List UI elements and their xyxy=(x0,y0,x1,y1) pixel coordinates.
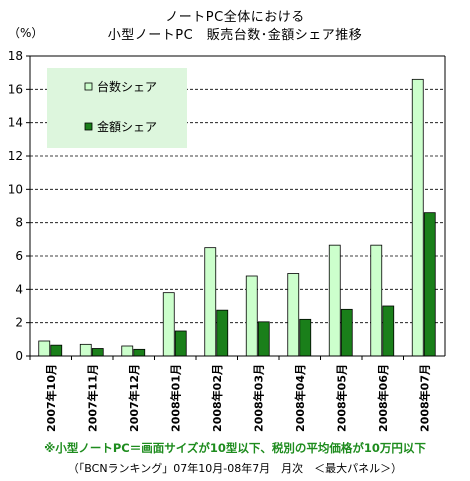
y-tick-label: 6 xyxy=(15,249,23,263)
bar-unit-share xyxy=(245,275,258,357)
legend-box xyxy=(47,68,187,148)
bar-amount-share xyxy=(216,309,229,357)
bar-amount-share xyxy=(257,321,270,357)
bar-unit-share xyxy=(38,340,51,357)
y-tick-label: 14 xyxy=(8,116,23,130)
y-tick-label: 8 xyxy=(15,216,23,230)
y-axis-label: （%） xyxy=(8,26,44,40)
x-tick-label: 2008年03月 xyxy=(251,364,265,432)
x-tick-label: 2008年04月 xyxy=(293,364,307,432)
bar-amount-share xyxy=(91,348,104,357)
bar-amount-share xyxy=(340,308,353,357)
y-tick-label: 0 xyxy=(15,349,23,363)
y-tick-label: 12 xyxy=(8,149,23,163)
legend-label: 金額シェア xyxy=(97,119,157,134)
bar-amount-share xyxy=(50,344,63,357)
x-tick-label: 2008年06月 xyxy=(376,364,390,432)
x-tick-label: 2007年10月 xyxy=(44,364,58,432)
y-tick-label: 18 xyxy=(8,49,23,63)
bar-amount-share xyxy=(174,330,187,357)
y-tick-label: 10 xyxy=(8,182,23,196)
y-tick-label: 2 xyxy=(15,316,23,330)
bar-amount-share xyxy=(423,212,436,357)
bar-unit-share xyxy=(287,273,300,357)
source-note: （「BCNランキング」07年10月-08年7月 月次 ＜最大パネル＞） xyxy=(67,462,403,475)
x-tick-label: 2007年12月 xyxy=(127,364,141,432)
x-tick-label: 2008年01月 xyxy=(168,364,182,432)
chart-subtitle: 小型ノートPC 販売台数･金額シェア推移 xyxy=(107,28,363,43)
chart-canvas: 0 2 4 6 8 10 12 14 16 18 2007年10月 2007年11月 2007年12月 2… xyxy=(8,49,446,432)
legend-label: 台数シェア xyxy=(97,79,157,94)
x-tick-label: 2008年07月 xyxy=(417,364,431,432)
bar-amount-share xyxy=(382,305,395,357)
bar-amount-share xyxy=(299,318,312,357)
y-tick-label: 16 xyxy=(8,82,23,96)
bar-amount-share xyxy=(133,348,146,357)
definition-note: ※小型ノートPC＝画面サイズが10型以下、税別の平均価格が10万円以下 xyxy=(44,441,426,455)
legend-swatch xyxy=(84,82,93,91)
bar-unit-share xyxy=(204,247,217,357)
x-tick-label: 2008年02月 xyxy=(210,364,224,432)
bar-unit-share xyxy=(121,345,134,357)
bar-unit-share xyxy=(411,78,424,357)
legend-swatch xyxy=(84,122,93,131)
bar-unit-share xyxy=(370,244,383,357)
bar-unit-share xyxy=(79,343,92,357)
bar-unit-share xyxy=(328,244,341,357)
x-tick-label: 2007年11月 xyxy=(85,364,99,432)
bar-unit-share xyxy=(162,292,175,357)
chart-title: ノートPC全体における xyxy=(165,10,305,25)
y-tick-label: 4 xyxy=(15,282,23,296)
x-tick-label: 2008年05月 xyxy=(334,364,348,432)
